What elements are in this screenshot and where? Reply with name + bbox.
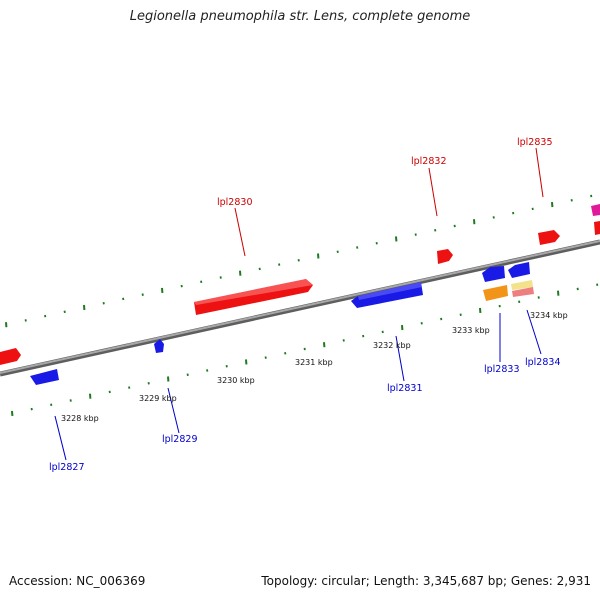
forward-gene-labels: lpl2830 lpl2832 lpl2835 — [217, 137, 553, 257]
gene-lpl2836-arrow[interactable] — [594, 221, 600, 235]
gene-lpl2832-arrow[interactable] — [437, 249, 453, 264]
gene-label-lpl2834[interactable]: lpl2834 — [525, 357, 561, 368]
kbp-scale-labels: 3228 kbp 3229 kbp 3230 kbp 3231 kbp 3232… — [61, 311, 568, 423]
gene-label-lpl2827[interactable]: lpl2827 — [49, 462, 85, 473]
gene-label-lpl2835[interactable]: lpl2835 — [517, 137, 553, 148]
kbp-label-3228: 3228 kbp — [61, 414, 99, 423]
accession-text: Accession: NC_006369 — [9, 574, 146, 588]
gene-lpl2833-arrow[interactable] — [482, 266, 505, 282]
lower-tick-track — [11, 283, 599, 416]
genome-backbone — [0, 239, 600, 377]
gene-lpl2834-arrow[interactable] — [508, 262, 530, 278]
gene-orange-block[interactable] — [483, 285, 508, 301]
kbp-label-3230: 3230 kbp — [217, 376, 255, 385]
map-title: Legionella pneumophila str. Lens, comple… — [129, 9, 471, 24]
genome-summary-text: Topology: circular; Length: 3,345,687 bp… — [261, 574, 591, 588]
gene-lpl2827-arrow[interactable] — [30, 369, 59, 385]
gene-label-lpl2830[interactable]: lpl2830 — [217, 197, 253, 208]
gene-salmon-block[interactable] — [512, 287, 534, 297]
forward-genes — [0, 204, 600, 365]
gene-label-lpl2831[interactable]: lpl2831 — [387, 383, 423, 394]
gene-label-lpl2833[interactable]: lpl2833 — [484, 364, 520, 375]
kbp-label-3232: 3232 kbp — [373, 341, 411, 350]
kbp-label-3229: 3229 kbp — [139, 394, 177, 403]
kbp-label-3234: 3234 kbp — [530, 311, 568, 320]
gene-lpl2835-arrow[interactable] — [538, 230, 560, 245]
kbp-label-3233: 3233 kbp — [452, 326, 490, 335]
reverse-gene-labels: lpl2827 lpl2829 lpl2831 lpl2833 lpl2834 — [49, 309, 561, 473]
kbp-label-3231: 3231 kbp — [295, 358, 333, 367]
gene-pink-arrow[interactable] — [591, 204, 600, 216]
gene-yellow-block[interactable] — [511, 280, 533, 290]
gene-label-lpl2829[interactable]: lpl2829 — [162, 434, 198, 445]
gene-lpl2826-arrow[interactable] — [0, 348, 21, 365]
reverse-genes — [30, 262, 534, 385]
gene-lpl2829-arrow[interactable] — [154, 339, 164, 353]
upper-tick-track — [5, 194, 593, 328]
gene-label-lpl2832[interactable]: lpl2832 — [411, 156, 447, 167]
